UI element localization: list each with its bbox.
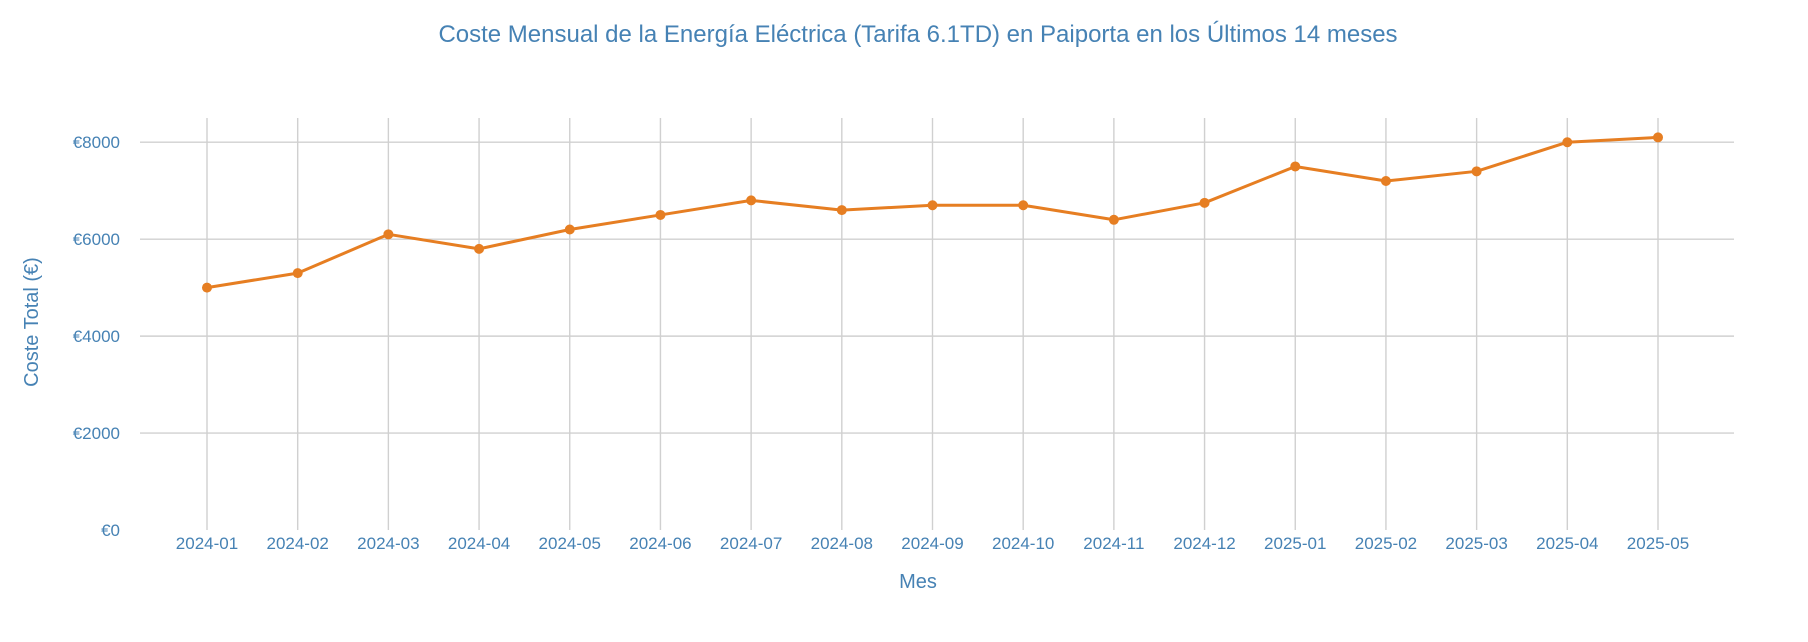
x-tick-label: 2024-09 xyxy=(901,534,963,553)
x-tick-label: 2024-06 xyxy=(629,534,691,553)
data-point xyxy=(1108,214,1119,225)
data-point xyxy=(1018,200,1029,211)
x-tick-label: 2024-11 xyxy=(1083,534,1144,553)
chart-title: Coste Mensual de la Energía Eléctrica (T… xyxy=(438,21,1397,48)
data-point xyxy=(1562,137,1573,148)
x-axis-title: Mes xyxy=(899,571,937,593)
x-tick-labels: 2024-01 2024-02 2024-03 2024-04 2024-05 2024-… xyxy=(176,534,1689,553)
y-gridlines xyxy=(140,141,1734,434)
x-tick-label: 2025-01 xyxy=(1264,534,1326,553)
y-tick-labels: €0 €2000 €4000 €6000 €8000 xyxy=(73,133,120,540)
series-group xyxy=(202,132,1663,293)
data-point xyxy=(1653,132,1663,143)
data-point xyxy=(836,205,847,216)
data-point xyxy=(202,282,212,293)
y-tick-label: €8000 xyxy=(73,133,120,152)
x-tick-label: 2024-04 xyxy=(448,534,510,553)
x-tick-label: 2024-03 xyxy=(357,534,419,553)
data-point xyxy=(383,229,394,240)
y-axis-title: Coste Total (€) xyxy=(21,257,43,387)
x-tick-label: 2024-08 xyxy=(811,534,873,553)
data-point xyxy=(655,209,666,220)
data-point xyxy=(1199,197,1210,208)
x-tick-label: 2024-07 xyxy=(720,534,782,553)
data-point xyxy=(746,195,757,206)
x-tick-label: 2024-02 xyxy=(266,534,328,553)
x-tick-label: 2024-01 xyxy=(176,534,238,553)
data-point xyxy=(564,224,575,235)
x-tick-label: 2025-04 xyxy=(1536,534,1598,553)
data-point xyxy=(1290,161,1301,172)
data-point xyxy=(292,268,303,279)
data-point xyxy=(1380,176,1391,187)
x-tick-label: 2025-03 xyxy=(1445,534,1507,553)
data-point xyxy=(1471,166,1482,177)
y-tick-label: €6000 xyxy=(73,230,120,249)
data-point xyxy=(927,200,938,211)
data-point xyxy=(474,243,485,254)
y-tick-label: €2000 xyxy=(73,424,120,443)
x-tick-label: 2024-10 xyxy=(992,534,1054,553)
x-tick-label: 2025-02 xyxy=(1355,534,1417,553)
x-gridlines xyxy=(206,118,1659,530)
y-tick-label: €0 xyxy=(101,521,120,540)
x-tick-label: 2024-05 xyxy=(539,534,601,553)
y-tick-label: €4000 xyxy=(73,327,120,346)
x-tick-label: 2024-12 xyxy=(1173,534,1235,553)
x-tick-label: 2025-05 xyxy=(1627,534,1689,553)
